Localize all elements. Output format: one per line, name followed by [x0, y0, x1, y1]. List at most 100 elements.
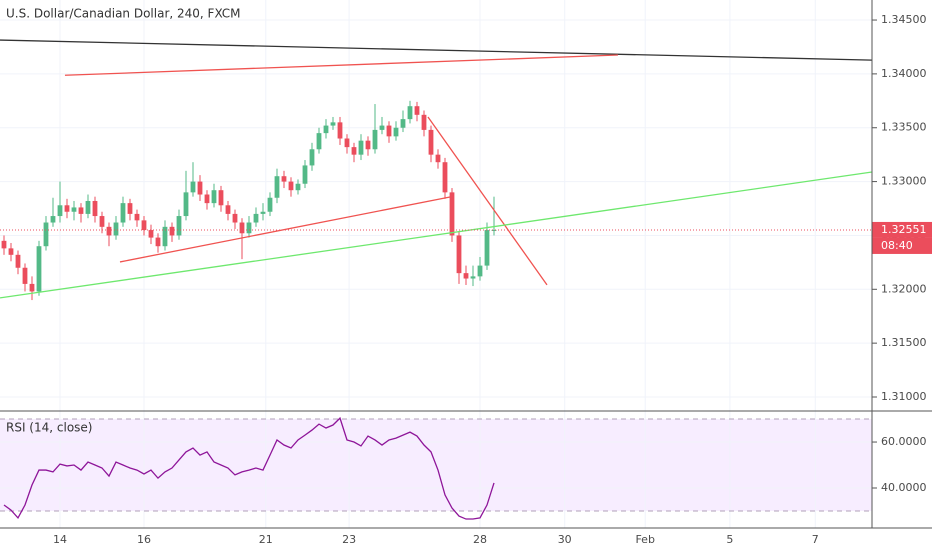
candle-body: [127, 203, 133, 214]
trend-line: [0, 171, 873, 299]
candle-body: [155, 237, 161, 247]
x-tick-label: 5: [726, 533, 733, 546]
y-tick-label: 1.33000: [881, 175, 927, 188]
candle-body: [113, 222, 119, 236]
candle-body: [456, 235, 462, 274]
candle-body: [428, 129, 434, 155]
candle-body: [85, 200, 91, 214]
candle-body: [120, 203, 126, 223]
candle-body: [225, 205, 231, 214]
candle-body: [162, 226, 168, 247]
y-tick-label: 1.33500: [881, 121, 927, 134]
candle-body: [197, 181, 203, 195]
candle-body: [477, 265, 483, 277]
candle-body: [449, 192, 455, 236]
candle-body: [484, 230, 490, 266]
candle-body: [1, 240, 7, 249]
x-tick-label: 21: [259, 533, 273, 546]
candle-body: [134, 213, 140, 221]
candle-body: [309, 149, 315, 166]
candle-body: [239, 222, 245, 234]
countdown: 08:40: [881, 239, 913, 252]
candle-body: [421, 114, 427, 130]
candle-body: [393, 127, 399, 137]
x-tick-label: 23: [342, 533, 356, 546]
candle-body: [435, 154, 441, 163]
candle-body: [491, 229, 497, 231]
candle-body: [141, 220, 147, 231]
candle-body: [106, 226, 112, 236]
candle-body: [148, 230, 154, 238]
candle-body: [267, 197, 273, 212]
candle-body: [43, 222, 49, 247]
candle-body: [330, 122, 336, 126]
candle-body: [176, 216, 182, 236]
y-tick-label: 1.34000: [881, 67, 927, 80]
candle-body: [64, 205, 70, 212]
candle-body: [470, 276, 476, 279]
candle-body: [218, 190, 224, 206]
candle-body: [57, 205, 63, 217]
candle-body: [379, 125, 385, 130]
candle-body: [8, 248, 14, 255]
y-tick-label: 1.31000: [881, 390, 927, 403]
x-tick-label: 14: [53, 533, 67, 546]
candle-body: [358, 140, 364, 155]
candle-body: [400, 119, 406, 128]
candle-body: [442, 162, 448, 193]
candle-body: [295, 183, 301, 191]
candle-body: [386, 125, 392, 137]
candle-body: [260, 211, 266, 214]
price-label-box: [872, 221, 932, 238]
candle-body: [71, 207, 77, 212]
countdown-box: [872, 237, 932, 254]
candle-body: [190, 181, 196, 193]
candle-body: [204, 194, 210, 204]
candle-body: [169, 226, 175, 236]
candle-body: [316, 133, 322, 150]
x-tick-label: Feb: [635, 533, 654, 546]
rsi-line: [3, 416, 495, 520]
candle-body: [183, 192, 189, 217]
trend-line: [427, 116, 548, 286]
y-tick-label: 40.0000: [881, 481, 927, 494]
candle-body: [29, 283, 35, 292]
candle-body: [407, 106, 413, 120]
candle-body: [281, 176, 287, 182]
candle-body: [78, 207, 84, 214]
x-tick-label: 30: [558, 533, 572, 546]
candle-body: [351, 147, 357, 155]
candle-body: [50, 216, 56, 223]
candle-body: [246, 222, 252, 234]
y-tick-label: 1.31500: [881, 336, 927, 349]
candle-body: [22, 267, 28, 284]
candle-body: [232, 213, 238, 223]
candle-body: [337, 122, 343, 139]
candle-body: [344, 138, 350, 148]
candle-body: [274, 176, 280, 198]
rsi-title: RSI (14, close): [6, 421, 92, 435]
candle-body: [372, 129, 378, 150]
candle-body: [365, 140, 371, 150]
x-tick-label: 16: [137, 533, 151, 546]
y-tick-label: 1.32000: [881, 282, 927, 295]
candle-body: [302, 165, 308, 184]
candle-body: [15, 254, 21, 268]
y-tick-label: 1.34500: [881, 13, 927, 26]
x-tick-label: 28: [473, 533, 487, 546]
price-label: 1.32551: [881, 223, 927, 236]
trend-line: [0, 39, 873, 61]
candle-body: [92, 200, 98, 217]
trend-line: [64, 54, 618, 76]
chart-title: U.S. Dollar/Canadian Dollar, 240, FXCM: [6, 7, 241, 21]
candle-body: [36, 246, 42, 292]
candle-body: [99, 216, 105, 227]
candle-body: [288, 181, 294, 191]
candle-body: [463, 273, 469, 279]
candle-body: [211, 190, 217, 204]
candle-body: [253, 213, 259, 223]
trend-line: [119, 196, 451, 263]
x-tick-label: 7: [812, 533, 819, 546]
candle-body: [323, 125, 329, 134]
